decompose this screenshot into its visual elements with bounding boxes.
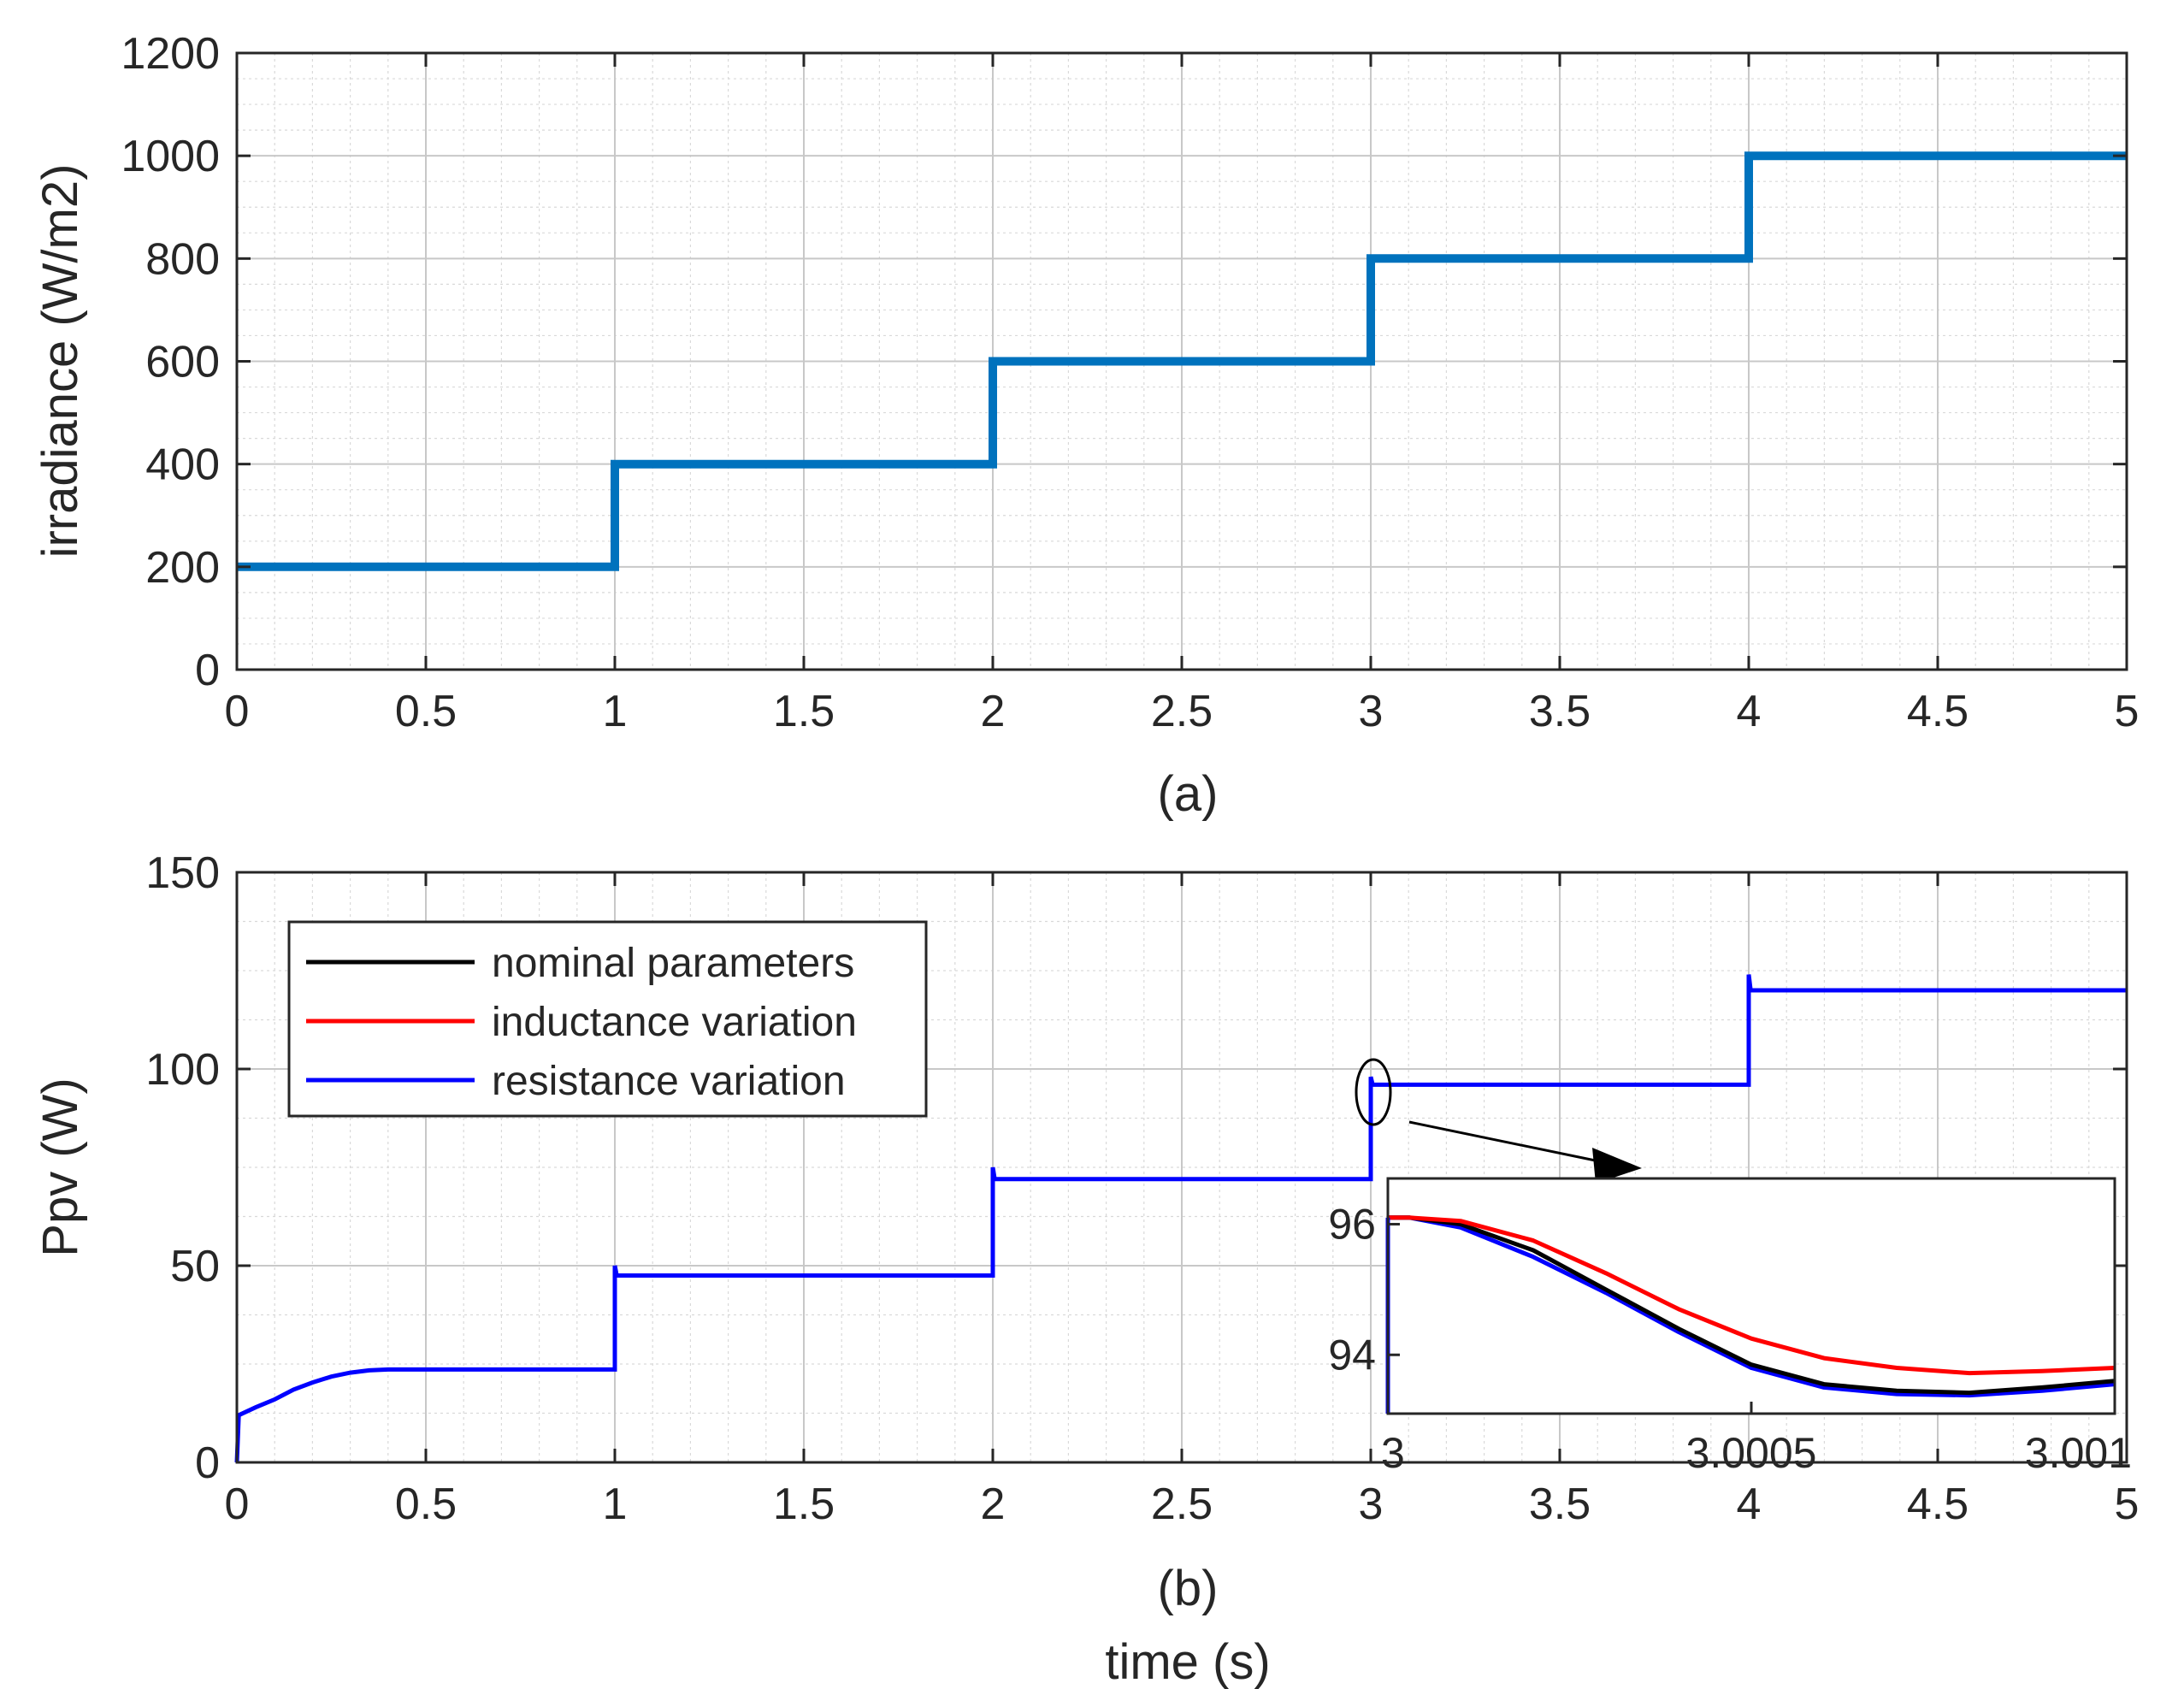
panel-b-ytick-label: 100 — [145, 1045, 220, 1095]
inset-zoom: 94 96 3 3.0005 3.001 — [1328, 1177, 2132, 1477]
inset-xtick-label: 3 — [1381, 1429, 1405, 1477]
legend-label-resistance: resistance variation — [492, 1059, 846, 1104]
zoom-arrow-head — [1592, 1148, 1642, 1184]
zoom-annotation — [1355, 1058, 1642, 1184]
inset-ytick-label: 94 — [1328, 1331, 1376, 1379]
panel-b-legend: nominal parameters inductance variation … — [287, 920, 928, 1118]
panel-a-ytick-label: 1000 — [121, 132, 220, 181]
panel-b-ytick-label: 50 — [170, 1242, 220, 1291]
panel-a-xtick-label: 3 — [1359, 687, 1384, 736]
panel-b-caption: (b) — [1158, 1561, 1219, 1616]
panel-a-caption: (a) — [1158, 766, 1219, 822]
panel-b-xtick-label: 4.5 — [1907, 1479, 1969, 1529]
legend-label-inductance: inductance variation — [492, 1000, 857, 1045]
inset-series-line-1 — [1388, 1215, 2116, 1376]
panel-b-xtick-label: 3 — [1359, 1479, 1384, 1529]
panel-a-xtick-label: 0 — [225, 687, 250, 736]
panel-b-xtick-label: 5 — [2115, 1479, 2140, 1529]
panel-b-series-line-0 — [234, 974, 2127, 1463]
inset-series-line-0 — [1388, 1215, 2116, 1396]
panel-b-xtick-label: 2.5 — [1151, 1479, 1213, 1529]
panel-b-xtick-label: 3.5 — [1529, 1479, 1591, 1529]
inset-xtick-label: 3.001 — [2025, 1429, 2132, 1477]
inset-ticks: 94 96 3 3.0005 3.001 — [1328, 1200, 2132, 1477]
panel-a-xtick-label: 2.5 — [1151, 687, 1213, 736]
panel-a-ytick-label: 0 — [195, 646, 220, 695]
panel-a-xtick-label: 2 — [981, 687, 1006, 736]
panel-a-ytick-label: 800 — [145, 234, 220, 284]
panel-b-xtick-label: 2 — [981, 1479, 1006, 1529]
panel-b-ytick-label: 150 — [145, 848, 220, 898]
zoom-ellipse — [1355, 1058, 1392, 1126]
panel-a-ylabel: irradiance (W/m2) — [32, 164, 88, 558]
panel-a-xtick-label: 1 — [603, 687, 628, 736]
panel-a-xtick-label: 4 — [1737, 687, 1762, 736]
panel-a-xtick-label: 3.5 — [1529, 687, 1591, 736]
panel-b-xtick-label: 1.5 — [773, 1479, 835, 1529]
panel-a-series — [237, 151, 2127, 571]
panel-a-xtick-label: 0.5 — [395, 687, 457, 736]
panel-a-irradiance: 0 0.5 1 1.5 2 2.5 3 3.5 4 4.5 5 0 200 400 600 800 1000 12… — [32, 29, 2139, 822]
panel-b-xtick-label: 0.5 — [395, 1479, 457, 1529]
panel-b-ytick-label: 0 — [195, 1438, 220, 1488]
panel-b-xtick-label: 0 — [225, 1479, 250, 1529]
panel-a-series-line-0 — [237, 151, 2127, 571]
panel-b-xlabel: time (s) — [1105, 1634, 1270, 1689]
panel-a-ytick-label: 600 — [145, 338, 220, 387]
legend-label-nominal: nominal parameters — [492, 941, 854, 986]
inset-ytick-label: 96 — [1328, 1200, 1376, 1248]
panel-a-xtick-label: 4.5 — [1907, 687, 1969, 736]
inset-xtick-label: 3.0005 — [1686, 1429, 1817, 1477]
panel-a-ytick-label: 200 — [145, 543, 220, 593]
zoom-arrow-line — [1408, 1120, 1608, 1165]
panel-a-xtick-label: 1.5 — [773, 687, 835, 736]
inset-series-line-2 — [1388, 1215, 2116, 1398]
panel-b-ylabel: Ppv (W) — [32, 1078, 88, 1256]
panel-a-ytick-label: 1200 — [121, 29, 220, 79]
inset-plot-area — [1388, 1178, 2115, 1414]
panel-b-series — [234, 974, 2127, 1463]
panel-a-ytick-label: 400 — [145, 440, 220, 490]
panel-b-xtick-label: 4 — [1737, 1479, 1762, 1529]
panel-a-ticks: 0 0.5 1 1.5 2 2.5 3 3.5 4 4.5 5 0 200 400 600 800 1000 12… — [121, 29, 2139, 736]
panel-b-xtick-label: 1 — [603, 1479, 628, 1529]
panel-a-xtick-label: 5 — [2115, 687, 2140, 736]
